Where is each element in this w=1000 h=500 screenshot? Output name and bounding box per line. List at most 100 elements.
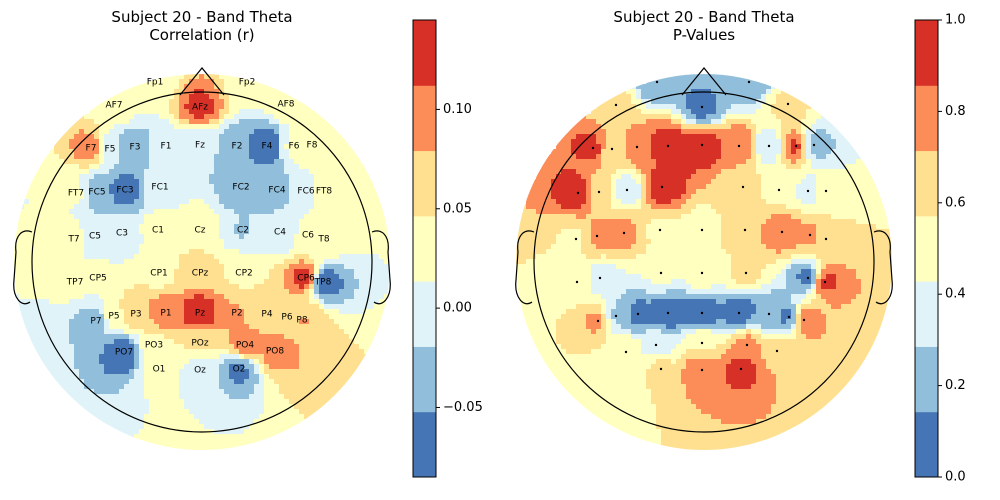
colorbar-tick-label: 0.2 <box>945 378 966 393</box>
topomap-cell <box>119 174 134 180</box>
topomap-cell <box>546 249 581 255</box>
topomap-cell <box>646 249 726 255</box>
topomap-cell <box>79 369 104 375</box>
topomap-cell <box>19 214 74 220</box>
topomap-cell <box>761 329 791 335</box>
topomap-cell <box>796 184 816 190</box>
topomap-cell <box>781 309 791 315</box>
channel-label: C2 <box>237 226 249 236</box>
topomap-cell <box>214 99 224 105</box>
topomap-cell <box>786 319 796 325</box>
topomap-cell <box>526 194 551 200</box>
topomap-cell <box>656 164 711 170</box>
channel-label: TP8 <box>314 278 332 288</box>
topomap-cell <box>781 144 786 150</box>
topomap-cell <box>74 154 94 160</box>
topomap-cell <box>144 79 179 85</box>
topomap-cell <box>354 289 389 295</box>
topomap-cell <box>751 149 756 155</box>
topomap-cell <box>254 369 259 375</box>
topomap-cell <box>641 189 646 195</box>
topomap-cell <box>309 319 334 325</box>
topomap-cell <box>14 219 79 225</box>
topomap-cell <box>656 424 811 430</box>
topomap-cell <box>249 154 279 160</box>
topomap-cell <box>516 299 606 305</box>
topomap-cell <box>756 164 786 170</box>
topomap-cell <box>49 149 54 155</box>
topomap-cell <box>144 414 194 420</box>
topomap-cell <box>586 414 656 420</box>
topomap-cell <box>821 294 856 300</box>
topomap-cell <box>761 239 816 245</box>
topomap-cell <box>149 134 219 140</box>
topomap-cell <box>219 354 239 360</box>
topomap-cell <box>109 429 139 435</box>
topomap-cell <box>601 424 656 430</box>
topomap-cell <box>84 239 144 245</box>
topomap-cell <box>229 369 249 375</box>
topomap-cell <box>254 129 274 135</box>
topomap-cell <box>214 159 254 165</box>
topomap-cell <box>581 114 586 120</box>
topomap-cell <box>289 174 314 180</box>
topomap-cell <box>581 234 591 240</box>
topomap-cell <box>69 399 149 405</box>
channel-label: T8 <box>317 235 329 245</box>
topomap-cell <box>314 204 389 210</box>
topomap-cell <box>229 374 249 380</box>
channel-label: PO3 <box>145 341 163 351</box>
topomap-cell <box>384 259 390 265</box>
topomap-cell <box>756 309 781 315</box>
topomap-cell <box>566 394 651 400</box>
topomap-cell <box>586 114 671 120</box>
topomap-cell <box>299 359 369 365</box>
topomap-cell <box>801 324 826 330</box>
topomap-cell <box>601 344 641 350</box>
topomap-cell <box>14 264 179 270</box>
topomap-cell <box>119 299 149 305</box>
topomap-cell <box>299 344 359 350</box>
topomap-cell <box>164 284 239 290</box>
topomap-cell <box>686 394 776 400</box>
topomap-cell <box>811 134 831 140</box>
topomap-cell <box>561 134 576 140</box>
topomap-cell <box>104 319 109 325</box>
topomap-cell <box>786 264 791 270</box>
topomap-cell <box>786 139 791 145</box>
topomap-cell <box>651 169 696 175</box>
topomap-cell <box>591 179 611 185</box>
topomap-cell <box>811 269 816 275</box>
topomap-cell <box>224 84 279 90</box>
topomap-cell <box>39 159 64 165</box>
topomap-cell <box>219 109 229 115</box>
topomap-cell <box>826 299 851 305</box>
topomap-cell <box>706 114 721 120</box>
topomap-cell <box>299 229 390 235</box>
topomap-cell <box>224 119 239 125</box>
topomap-cell <box>721 149 751 155</box>
topomap-cell <box>521 214 576 220</box>
topomap-cell <box>324 269 334 275</box>
topomap-cell <box>761 154 776 160</box>
topomap-cell <box>304 214 389 220</box>
sensor-dot <box>767 312 771 316</box>
topomap-cell <box>264 364 269 370</box>
topomap-cell <box>636 179 641 185</box>
topomap-cell <box>84 294 99 300</box>
sensor-dot <box>595 234 599 238</box>
topomap-cell <box>591 199 611 205</box>
topomap-cell <box>766 414 826 420</box>
topomap-cell <box>299 354 369 360</box>
topomap-cell <box>214 184 289 190</box>
topomap-cell <box>264 109 324 115</box>
topomap-cell <box>816 284 821 290</box>
topomap-cell <box>229 349 239 355</box>
topomap-cell <box>104 369 129 375</box>
topomap-cell <box>89 169 109 175</box>
topomap-cell <box>149 409 189 415</box>
sensor-dot <box>787 315 791 319</box>
topomap-cell <box>139 364 144 370</box>
topomap-cell <box>214 209 234 215</box>
topomap-cell <box>234 224 249 230</box>
